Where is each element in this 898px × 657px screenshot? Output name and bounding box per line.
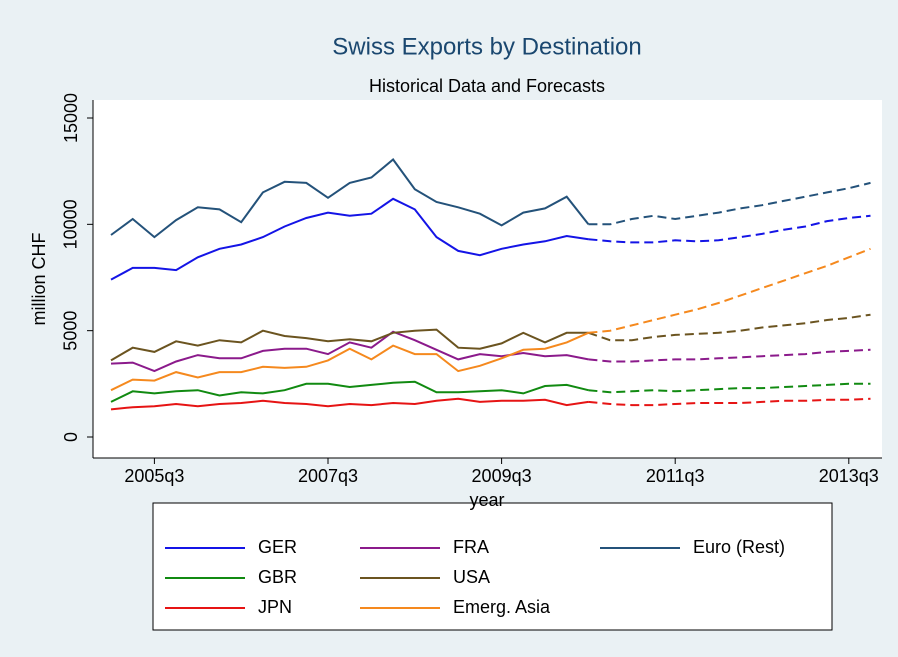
forecast-line xyxy=(588,214,871,244)
x-tick-label: 2011q3 xyxy=(646,466,705,486)
legend-label: Euro (Rest) xyxy=(693,537,785,557)
chart-title: Swiss Exports by Destination xyxy=(332,33,641,60)
line xyxy=(110,197,589,281)
legend-label: USA xyxy=(453,567,490,587)
x-tick-label: 2009q3 xyxy=(472,466,532,486)
line xyxy=(110,397,589,411)
y-tick-label: 10000 xyxy=(61,199,81,249)
chart-subtitle: Historical Data and Forecasts xyxy=(369,76,605,96)
forecast-line xyxy=(588,313,871,342)
forecast-line xyxy=(588,247,871,334)
forecast-line xyxy=(588,181,871,226)
y-tick-label: 5000 xyxy=(61,311,81,351)
x-tick-label: 2005q3 xyxy=(124,466,184,486)
line xyxy=(110,328,589,362)
legend-label: GER xyxy=(258,537,297,557)
line xyxy=(110,331,589,392)
y-tick-label: 0 xyxy=(61,432,81,442)
line xyxy=(110,158,590,239)
x-axis-title: year xyxy=(469,490,504,510)
legend-label: Emerg. Asia xyxy=(453,597,551,617)
legend-label: GBR xyxy=(258,567,297,587)
y-axis-title: million CHF xyxy=(29,232,49,325)
line xyxy=(110,380,589,403)
forecast-line xyxy=(588,348,871,363)
forecast-line xyxy=(588,397,871,407)
forecast-line xyxy=(588,382,871,394)
y-tick-label: 15000 xyxy=(61,93,81,143)
x-tick-label: 2013q3 xyxy=(819,466,879,486)
legend-label: JPN xyxy=(258,597,292,617)
x-tick-label: 2007q3 xyxy=(298,466,358,486)
legend-label: FRA xyxy=(453,537,489,557)
legend xyxy=(152,502,833,631)
plot-area xyxy=(93,100,882,458)
